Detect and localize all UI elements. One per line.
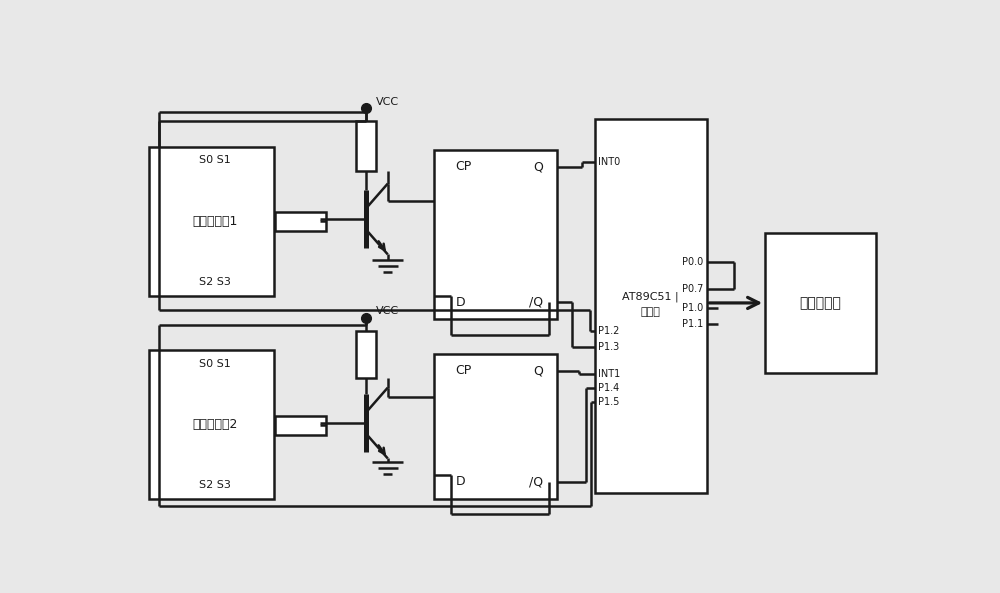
Text: /Q: /Q xyxy=(529,475,543,488)
Text: /Q: /Q xyxy=(529,296,543,309)
Bar xyxy=(434,354,557,499)
Text: Q: Q xyxy=(533,364,543,377)
Text: Q: Q xyxy=(533,160,543,173)
Text: CP: CP xyxy=(456,160,472,173)
Text: VCC: VCC xyxy=(375,97,399,107)
Text: P1.4: P1.4 xyxy=(598,384,619,393)
Bar xyxy=(356,121,376,171)
Text: 颜色传感器1: 颜色传感器1 xyxy=(193,215,238,228)
Text: P1.3: P1.3 xyxy=(598,342,619,352)
Bar xyxy=(149,350,274,499)
Bar xyxy=(275,212,326,231)
Text: VCC: VCC xyxy=(375,306,399,316)
Text: P1.2: P1.2 xyxy=(598,326,619,336)
Text: P0.0: P0.0 xyxy=(682,257,703,267)
Text: AT89C51 |: AT89C51 | xyxy=(622,292,679,302)
Text: 单片机: 单片机 xyxy=(641,307,661,317)
Bar xyxy=(434,149,557,319)
Text: CP: CP xyxy=(456,364,472,377)
Text: S0 S1: S0 S1 xyxy=(199,359,231,369)
Text: P1.1: P1.1 xyxy=(682,318,703,329)
Text: D: D xyxy=(456,296,465,309)
Text: S0 S1: S0 S1 xyxy=(199,155,231,165)
Bar xyxy=(275,416,326,435)
Text: INT1: INT1 xyxy=(598,369,620,379)
Text: 颜色传感器2: 颜色传感器2 xyxy=(193,418,238,431)
Text: P1.5: P1.5 xyxy=(598,397,619,407)
Text: 液晶显示屏: 液晶显示屏 xyxy=(800,296,841,310)
Bar xyxy=(595,119,707,493)
Text: S2 S3: S2 S3 xyxy=(199,480,231,490)
Bar xyxy=(765,233,876,373)
Text: INT0: INT0 xyxy=(598,157,620,167)
Text: D: D xyxy=(456,475,465,488)
Text: P1.0: P1.0 xyxy=(682,304,703,313)
Text: P0.7: P0.7 xyxy=(682,284,703,294)
Bar xyxy=(149,146,274,296)
Text: S2 S3: S2 S3 xyxy=(199,277,231,287)
Bar xyxy=(356,331,376,378)
